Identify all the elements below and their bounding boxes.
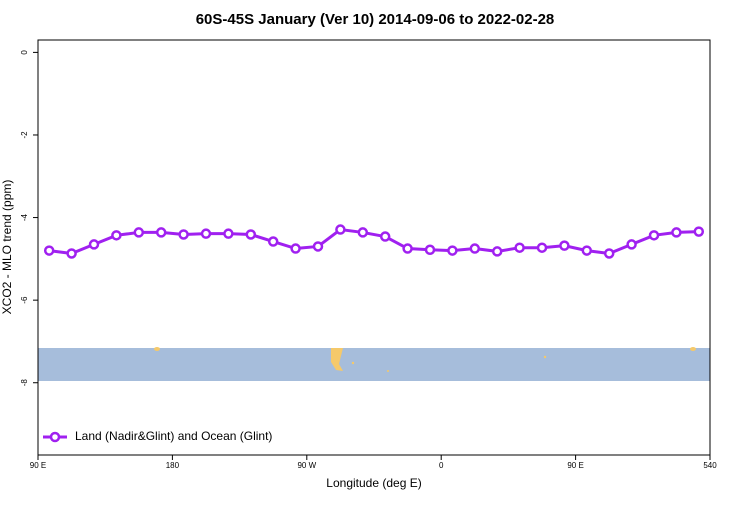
point <box>178 229 189 240</box>
point <box>155 227 167 238</box>
point <box>693 226 705 237</box>
point <box>88 239 100 250</box>
land-patch <box>154 347 160 351</box>
point <box>267 236 279 247</box>
x-tick-label: 0 <box>439 461 444 470</box>
x-axis-label: Longitude (deg E) <box>326 476 421 490</box>
map-strip <box>38 347 710 381</box>
point <box>223 228 234 239</box>
legend-label: Land (Nadir&Glint) and Ocean (Glint) <box>75 429 272 443</box>
series-line <box>49 227 699 256</box>
y-tick-label: -8 <box>20 379 29 387</box>
plot-frame <box>37 39 711 456</box>
x-tick-label: 90 E <box>567 461 583 470</box>
point <box>491 246 503 257</box>
point <box>379 231 391 242</box>
point <box>335 224 346 235</box>
point <box>245 229 257 240</box>
y-tick-label: -4 <box>20 213 29 221</box>
x-tick-label: 90 E <box>30 461 46 470</box>
point <box>603 248 615 259</box>
land-patch <box>331 348 343 371</box>
land-patch <box>387 370 389 372</box>
y-tick-label: -2 <box>20 131 29 139</box>
land-patch <box>690 347 696 351</box>
point <box>43 245 55 256</box>
x-tick-label: 180 <box>166 461 180 470</box>
point <box>514 242 525 253</box>
x-tick-label: 540 <box>703 461 717 470</box>
land-patch <box>351 361 355 365</box>
point <box>402 243 413 254</box>
ocean-band <box>38 348 710 381</box>
point <box>626 239 637 250</box>
y-axis-label: XCO2 - MLO trend (ppm) <box>0 180 14 315</box>
point <box>469 243 481 254</box>
point <box>290 243 301 254</box>
land-patch <box>543 355 547 359</box>
point <box>200 228 212 239</box>
point <box>133 227 145 238</box>
chart-title: 60S-45S January (Ver 10) 2014-09-06 to 2… <box>196 11 555 28</box>
point <box>111 230 122 241</box>
point <box>312 241 324 252</box>
point <box>648 230 660 241</box>
point <box>671 227 682 238</box>
point <box>536 242 548 253</box>
point <box>447 245 458 256</box>
point <box>559 240 570 251</box>
legend-marker <box>49 431 61 443</box>
y-tick-label: 0 <box>20 50 29 55</box>
x-tick-label: 90 W <box>297 461 316 470</box>
point <box>581 245 593 256</box>
y-tick-label: -6 <box>20 296 29 304</box>
point <box>66 248 77 259</box>
point <box>357 227 369 238</box>
point <box>424 244 436 256</box>
